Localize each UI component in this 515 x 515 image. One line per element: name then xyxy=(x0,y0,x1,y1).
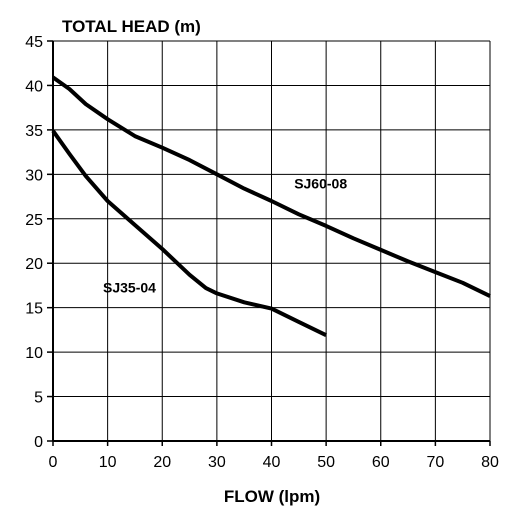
x-axis-title: FLOW (lpm) xyxy=(224,487,320,506)
series-line-sj60-08 xyxy=(51,75,491,298)
x-tick-label: 40 xyxy=(263,454,281,471)
y-tick-label: 40 xyxy=(25,78,43,95)
x-tick-label: 10 xyxy=(99,454,117,471)
x-tick-label: 60 xyxy=(372,454,390,471)
axes xyxy=(47,40,491,446)
y-tick-label: 25 xyxy=(25,212,43,229)
series-label-sj35-04: SJ35-04 xyxy=(103,280,156,296)
y-axis-title: TOTAL HEAD (m) xyxy=(62,17,201,36)
y-tick-label: 35 xyxy=(25,123,43,140)
y-tick-label: 10 xyxy=(25,345,43,362)
y-tick-label: 30 xyxy=(25,167,43,184)
y-tick-label: 15 xyxy=(25,301,43,318)
series-label-sj60-08: SJ60-08 xyxy=(294,176,347,192)
series-line-sj35-04 xyxy=(51,129,327,337)
series-lines xyxy=(51,75,491,337)
x-tick-label: 70 xyxy=(426,454,444,471)
x-tick-label: 50 xyxy=(317,454,335,471)
y-tick-label: 0 xyxy=(34,434,43,451)
x-tick-label: 80 xyxy=(481,454,499,471)
y-tick-label: 5 xyxy=(34,390,43,407)
x-tick-label: 30 xyxy=(208,454,226,471)
y-tick-label: 45 xyxy=(25,34,43,51)
gridlines xyxy=(53,40,491,441)
annotations: SJ60-08 SJ35-04 xyxy=(103,176,347,296)
x-tick-label: 0 xyxy=(49,454,58,471)
x-tick-label: 20 xyxy=(153,454,171,471)
tick-labels: 0 10 20 30 40 50 60 70 80 0 5 10 15 20 25 30 35 40 45 xyxy=(25,34,499,471)
y-tick-label: 20 xyxy=(25,256,43,273)
